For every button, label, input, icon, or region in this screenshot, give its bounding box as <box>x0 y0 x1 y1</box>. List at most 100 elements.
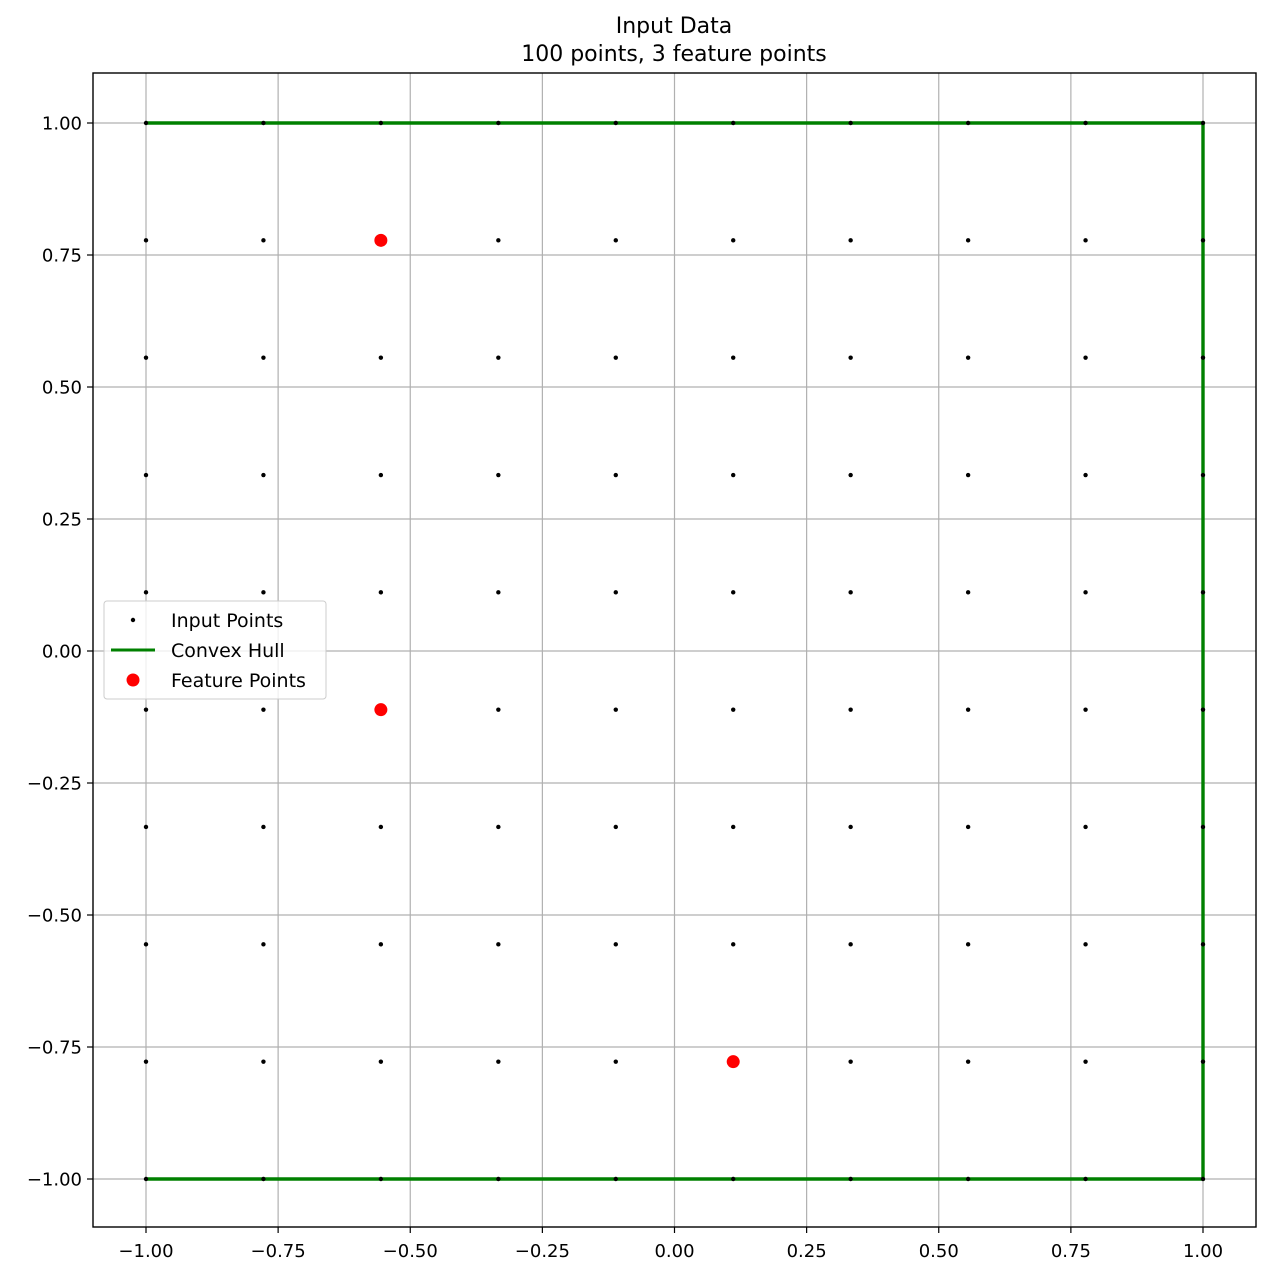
input-point <box>378 824 384 830</box>
input-point <box>261 1176 266 1182</box>
input-point <box>731 355 736 360</box>
input-point <box>731 942 736 947</box>
input-point <box>731 707 736 712</box>
input-point <box>1083 238 1088 243</box>
input-point <box>496 355 501 360</box>
input-point <box>848 355 853 360</box>
legend-frame <box>103 600 327 700</box>
input-point <box>261 942 266 947</box>
input-point <box>965 824 971 830</box>
input-point <box>378 1176 384 1182</box>
input-point <box>613 590 618 595</box>
legend-label-convex-hull: Convex Hull <box>171 640 285 662</box>
x-tick-label: 0.75 <box>1051 1241 1091 1262</box>
x-tick-label: −0.25 <box>515 1241 570 1262</box>
input-point <box>613 355 618 360</box>
input-point <box>1083 1176 1088 1182</box>
input-point <box>1083 942 1088 947</box>
input-point <box>1200 120 1206 126</box>
convex-hull-series <box>146 121 1205 1181</box>
input-point <box>496 590 501 595</box>
y-tick-label: 0.75 <box>42 246 82 267</box>
legend: Input Points Convex Hull Feature Points <box>103 600 327 700</box>
input-point <box>1083 1059 1088 1064</box>
input-point <box>613 1176 618 1182</box>
input-point <box>143 472 149 478</box>
input-point <box>613 1059 618 1064</box>
input-point <box>1200 824 1206 830</box>
legend-label-input-points: Input Points <box>171 610 283 632</box>
y-axis: −1.00 −0.75 −0.50 −0.25 0.00 0.25 0.50 0.75 1.00 <box>27 114 93 1191</box>
input-point <box>965 355 971 360</box>
input-point <box>261 707 266 712</box>
input-point <box>143 1059 149 1064</box>
input-point <box>848 1176 853 1182</box>
input-point <box>965 590 971 595</box>
input-point <box>848 472 853 478</box>
input-point <box>848 707 853 712</box>
input-point <box>496 707 501 712</box>
input-point <box>965 707 971 712</box>
input-point <box>1200 472 1206 478</box>
input-point <box>965 942 971 947</box>
input-point <box>143 707 149 712</box>
input-point <box>261 120 266 126</box>
input-point <box>1200 707 1206 712</box>
input-point <box>731 824 736 830</box>
y-tick-label: −0.50 <box>27 906 82 927</box>
input-point <box>1200 1059 1206 1064</box>
input-point <box>143 942 149 947</box>
legend-label-feature-points: Feature Points <box>171 670 306 692</box>
input-point <box>731 1176 736 1182</box>
x-axis: −1.00 −0.75 −0.50 −0.25 0.00 0.25 0.50 0.75 1.00 <box>118 1227 1223 1262</box>
input-point <box>613 120 618 126</box>
input-point <box>848 238 853 243</box>
x-tick-label: 0.00 <box>654 1241 694 1262</box>
x-tick-label: −0.50 <box>383 1241 438 1262</box>
input-point <box>848 1059 853 1064</box>
feature-point <box>726 1055 740 1069</box>
input-point <box>378 942 384 947</box>
y-tick-label: −0.75 <box>27 1038 82 1059</box>
input-point <box>965 1059 971 1064</box>
input-point <box>1083 707 1088 712</box>
input-point <box>378 1059 384 1064</box>
y-tick-label: 0.00 <box>42 642 82 663</box>
feature-point <box>374 233 388 247</box>
x-tick-label: −1.00 <box>118 1241 173 1262</box>
input-point <box>613 824 618 830</box>
input-point <box>965 238 971 243</box>
chart-title: Input Data <box>616 14 733 39</box>
input-point <box>143 120 149 126</box>
input-point <box>731 238 736 243</box>
input-point <box>378 472 384 478</box>
feature-point <box>374 703 388 717</box>
y-tick-label: 1.00 <box>42 114 82 135</box>
input-point <box>378 120 384 126</box>
y-tick-label: −0.25 <box>27 774 82 795</box>
input-point <box>496 942 501 947</box>
input-point <box>1083 355 1088 360</box>
input-point <box>261 238 266 243</box>
input-point <box>261 1059 266 1064</box>
x-tick-label: 1.00 <box>1183 1241 1223 1262</box>
input-point <box>261 824 266 830</box>
input-point <box>378 355 384 360</box>
legend-marker-input-points <box>130 617 136 623</box>
input-point <box>848 942 853 947</box>
input-point <box>143 355 149 360</box>
input-point <box>143 238 149 243</box>
input-point <box>143 1176 149 1182</box>
input-point <box>1200 355 1206 360</box>
input-point <box>378 590 384 595</box>
input-point <box>848 824 853 830</box>
input-point <box>1083 120 1088 126</box>
feature-points-series <box>374 233 740 1069</box>
input-point <box>848 120 853 126</box>
input-point <box>965 1176 971 1182</box>
input-point <box>496 1059 501 1064</box>
input-point <box>496 238 501 243</box>
input-point <box>1083 590 1088 595</box>
y-tick-label: −1.00 <box>27 1170 82 1191</box>
